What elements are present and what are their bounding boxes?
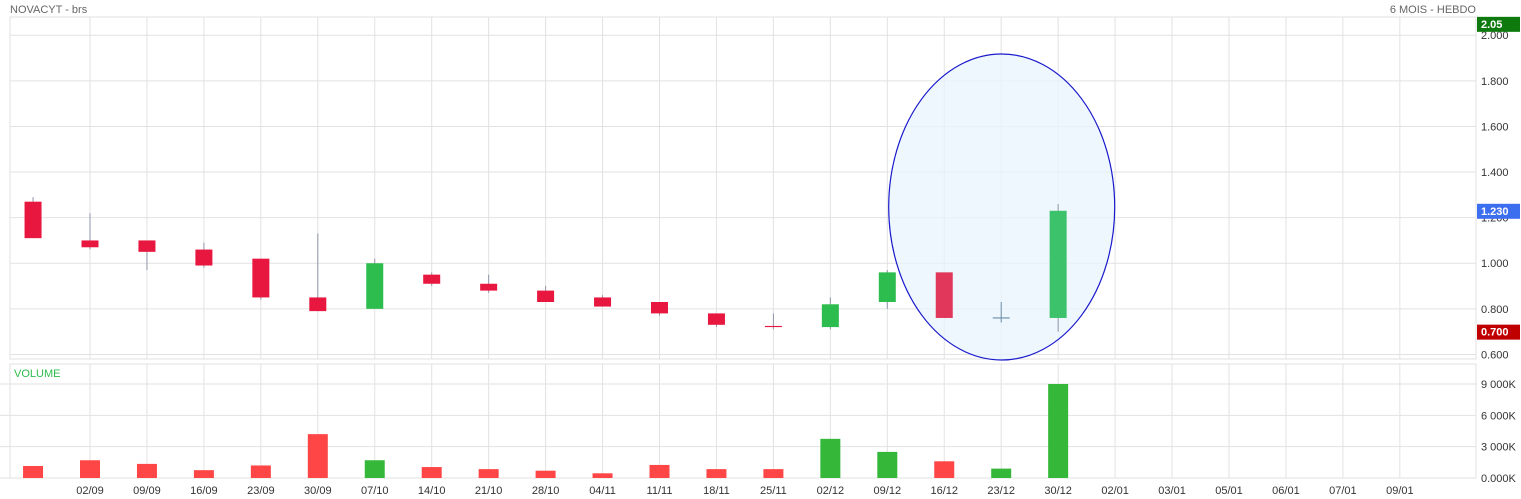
x-tick-label: 28/10 [532,485,560,497]
volume-bar [80,460,100,478]
x-tick-label: 16/12 [930,485,958,497]
candle-body [707,313,725,325]
x-tick-label: 07/01 [1329,485,1357,497]
x-tick-label: 16/09 [190,485,218,497]
x-tick-label: 11/11 [647,485,673,497]
x-tick-label: 18/11 [703,485,730,497]
candle-body [594,297,612,307]
volume-bar [535,470,556,478]
volume-bar [307,434,328,478]
candles [24,197,1067,332]
volume-bar [820,438,841,478]
axis-labels: 02/09 09/09 16/09 23/09 30/09 07/10 14/10 21/10… [76,16,1520,497]
volume-bar [763,469,784,478]
candle-body [423,274,441,284]
volume-bar [877,451,898,478]
x-tick-label: 23/09 [247,485,275,497]
volume-bar [649,464,670,478]
volume-panel-border [9,363,1477,479]
candle-body [81,240,99,248]
x-tick-label: 21/10 [475,485,503,497]
candle-body [764,325,782,328]
x-tick-label: 09/09 [133,485,161,497]
price-marker-box [1477,203,1520,219]
price-tick-label: 1.400 [1481,167,1509,179]
price-tick-label: 2.000 [1481,30,1509,42]
candle-body [309,297,327,312]
volume-tick-label: 0.000K [1481,473,1517,485]
volume-bar [1048,384,1069,478]
price-marker-box [1477,16,1520,32]
x-tick-label: 05/01 [1215,485,1243,497]
price-tick-label: 1.600 [1481,121,1509,133]
volume-bar [991,468,1012,478]
candle-body [195,249,213,266]
price-marker-label: 0.700 [1481,327,1509,339]
x-tick-label: 02/01 [1101,485,1129,497]
x-tick-label: 25/11 [760,485,787,497]
volume-bar [193,470,214,478]
price-tick-label: 1.800 [1481,76,1509,88]
price-panel-border [9,16,1477,360]
x-tick-label: 09/12 [874,485,902,497]
x-tick-label: 02/12 [817,485,845,497]
volume-tick-label: 6 000K [1481,410,1517,422]
candle-body [935,272,953,318]
price-marker-label: 1.230 [1481,206,1509,218]
volume-bar [592,473,613,478]
volume-bar [23,465,44,478]
volume-bar [478,469,499,478]
price-marker-box [1477,324,1520,340]
candle-body [480,283,498,291]
volume-tick-label: 3 000K [1481,442,1517,454]
candle-body [537,290,555,302]
x-tick-label: 30/12 [1044,485,1072,497]
grid-lines [0,16,1477,479]
volume-bar [250,465,271,478]
volume-panel-label: VOLUME [14,368,60,380]
candle-body [366,263,384,309]
volume-bar [706,469,727,478]
x-tick-label: 09/01 [1386,485,1414,497]
x-tick-label: 14/10 [418,485,446,497]
x-tick-label: 02/09 [76,485,104,497]
x-tick-label: 04/11 [589,485,616,497]
period-label: 6 MOIS - HEBDO [1390,4,1477,16]
x-tick-label: 03/01 [1158,485,1186,497]
x-tick-label: 30/09 [304,485,332,497]
x-tick-label: 06/01 [1272,485,1300,497]
candle-body [651,302,668,314]
x-tick-label: 23/12 [987,485,1015,497]
volume-bars [23,384,1069,478]
price-marker-label: 2.05 [1481,19,1502,31]
candle-body [138,240,156,252]
volume-bar [421,467,442,478]
price-tick-label: 0.800 [1481,304,1509,316]
chart-title: NOVACYT - brs [10,4,88,16]
candle-body [1049,210,1067,318]
candle-body [878,272,896,302]
volume-bar [364,460,385,478]
volume-bar [934,461,955,478]
candle-body [24,201,42,239]
volume-bar [136,463,157,478]
candle-body [252,258,270,298]
x-tick-label: 07/10 [361,485,389,497]
price-tick-label: 0.600 [1481,349,1509,361]
price-tick-label: 1.000 [1481,258,1509,270]
volume-tick-label: 9 000K [1481,379,1517,391]
candle-body [821,304,839,328]
